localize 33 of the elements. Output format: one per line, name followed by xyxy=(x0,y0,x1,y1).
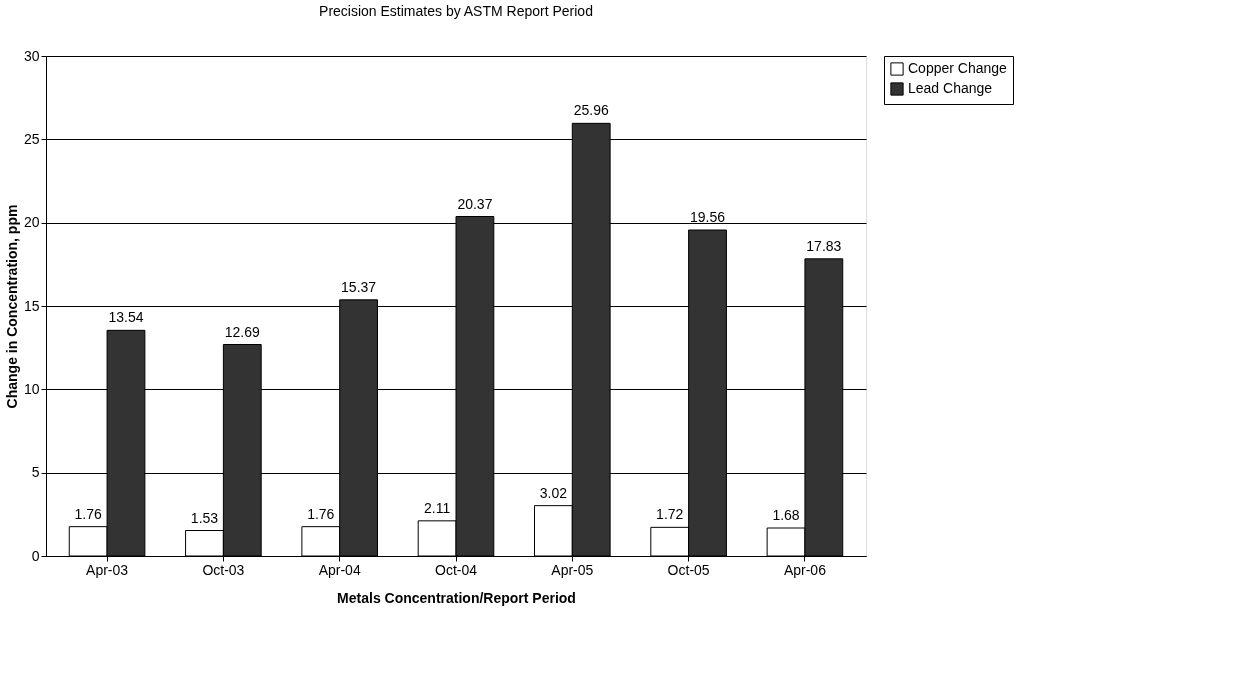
x-tick-label: Apr-05 xyxy=(551,561,594,578)
x-tick-label: Apr-04 xyxy=(318,561,361,578)
chart-title: Precision Estimates by ASTM Report Period xyxy=(319,3,593,19)
legend-label: Lead Change xyxy=(908,80,993,96)
x-tick-label: Apr-03 xyxy=(86,561,129,578)
legend-label: Copper Change xyxy=(908,60,1008,76)
data-label: 19.56 xyxy=(690,209,726,225)
x-axis-title: Metals Concentration/Report Period xyxy=(337,589,576,606)
data-label: 12.69 xyxy=(224,323,260,340)
data-label: 20.37 xyxy=(457,195,493,212)
data-label: 15.37 xyxy=(341,278,377,295)
data-label: 17.83 xyxy=(806,237,842,254)
x-tick-label: Oct-03 xyxy=(202,561,245,578)
data-label: 25.96 xyxy=(573,102,609,119)
y-tick-label: 25 xyxy=(23,130,40,147)
data-label: 1.72 xyxy=(656,506,684,523)
data-label: 13.54 xyxy=(108,309,144,326)
data-label: 1.53 xyxy=(190,509,219,526)
data-label: 2.11 xyxy=(423,499,451,516)
y-tick-label: 15 xyxy=(23,297,40,314)
y-tick-label: 5 xyxy=(31,464,40,481)
data-label: 1.68 xyxy=(772,507,800,523)
x-tick-label: Oct-05 xyxy=(667,561,710,578)
y-tick-label: 0 xyxy=(31,547,40,564)
y-tick-label: 10 xyxy=(23,380,40,397)
y-tick-label: 30 xyxy=(23,47,40,64)
x-tick-label: Apr-06 xyxy=(783,561,827,578)
data-label: 3.02 xyxy=(539,484,568,501)
x-tick-label: Oct-04 xyxy=(434,561,478,578)
y-axis-title: Change in Concentration, ppm xyxy=(3,204,20,409)
y-tick-label: 20 xyxy=(23,214,40,231)
data-label: 1.76 xyxy=(74,505,102,522)
data-label: 1.76 xyxy=(307,505,335,522)
